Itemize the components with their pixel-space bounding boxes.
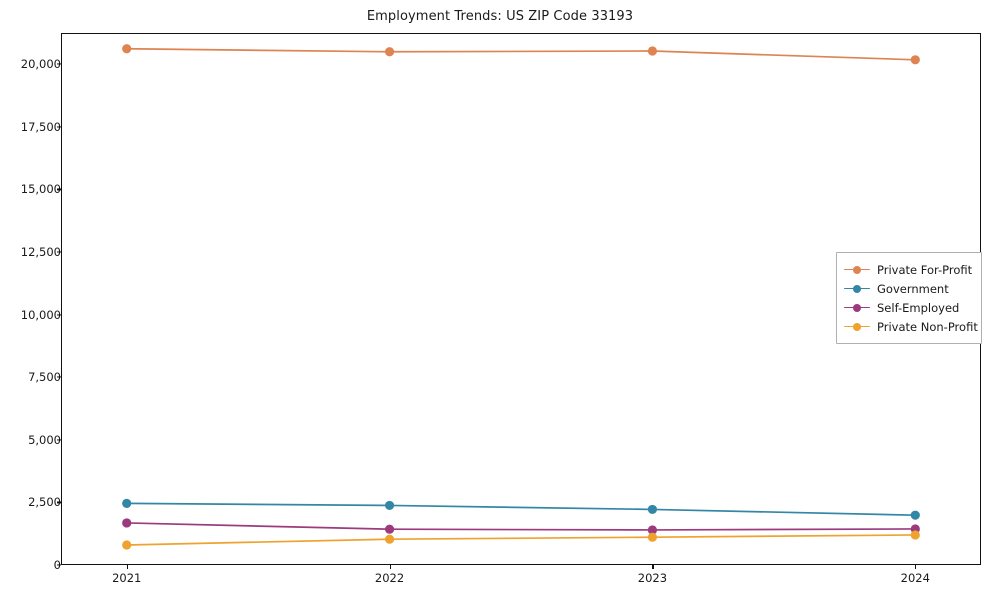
y-axis-tick-mark [57,376,61,378]
legend-item[interactable]: Government [844,279,973,298]
x-axis-tick-label: 2024 [900,571,930,585]
legend-marker-dot-icon [853,303,861,312]
series-line [125,522,917,531]
series-government [122,498,920,520]
plot-series-layer [122,44,920,550]
y-axis-tick-mark [57,63,61,65]
y-axis-tick-mark [57,564,61,566]
y-axis-tick-mark [57,251,61,253]
data-point-marker [122,498,132,509]
y-axis-tick-mark [57,501,61,503]
legend-marker-dot-icon [853,284,861,293]
legend-marker-dot-icon [853,265,861,274]
legend-swatch [844,283,870,295]
chart-title: Employment Trends: US ZIP Code 33193 [366,9,634,24]
legend-swatch [844,264,870,276]
x-axis-tick-label: 2023 [637,571,668,585]
series-private-for-profit [122,44,920,65]
y-axis-tick-mark [57,314,61,316]
chart-legend: Private For-Profit Government Self-Employe… [836,252,982,344]
y-axis-tick-label: 15,000 [20,182,61,197]
x-axis-tick-mark [652,565,654,569]
series-line [125,502,917,517]
y-axis-tick-label: 7,500 [28,370,61,385]
series-self-employed [122,518,920,535]
x-axis-tick-mark [389,565,391,569]
data-point-marker [910,510,920,520]
legend-item[interactable]: Private Non-Profit [844,317,978,336]
legend-item[interactable]: Private For-Profit [844,260,973,279]
x-axis-tick-mark [126,565,128,569]
data-point-marker [122,518,132,528]
legend-swatch [844,302,870,314]
series-private-non-profit [122,530,920,550]
data-point-marker [910,530,920,540]
legend-item-label: Government [877,281,949,296]
legend-item[interactable]: Self-Employed [844,298,973,317]
data-point-marker [647,504,658,515]
x-axis-tick-mark [915,565,917,569]
legend-item-label: Private Non-Profit [877,319,978,334]
y-axis-tick-label: 12,500 [20,245,61,260]
x-axis-tick-label: 2021 [112,571,142,585]
data-point-marker [647,532,658,542]
data-point-marker [384,47,395,57]
data-point-marker [122,44,132,54]
y-axis-tick-label: 10,000 [20,307,61,322]
y-axis: 0 2,500 5,000 7,500 10,000 12,500 15,000 17,500… [0,0,61,600]
x-axis-tick-label: 2022 [374,571,405,585]
data-point-marker [910,55,920,65]
data-point-marker [384,500,395,511]
y-axis-tick-label: 17,500 [20,119,61,134]
legend-item-label: Self-Employed [877,300,960,315]
y-axis-tick-label: 2,500 [28,495,61,510]
y-axis-tick-mark [57,188,61,191]
series-line [125,534,917,546]
data-point-marker [384,534,395,544]
legend-swatch [844,321,870,333]
data-point-marker [647,46,658,56]
legend-item-label: Private For-Profit [877,262,973,277]
data-point-marker [647,525,658,535]
legend-marker-dot-icon [853,322,861,331]
data-point-marker [384,524,395,534]
series-line [125,47,917,61]
data-point-marker [122,540,132,550]
y-axis-tick-mark [57,126,61,128]
y-axis-tick-label: 20,000 [20,57,61,72]
y-axis-tick-mark [57,439,61,441]
y-axis-tick-label: 0 [3,558,61,572]
y-axis-tick-label: 5,000 [28,432,61,447]
